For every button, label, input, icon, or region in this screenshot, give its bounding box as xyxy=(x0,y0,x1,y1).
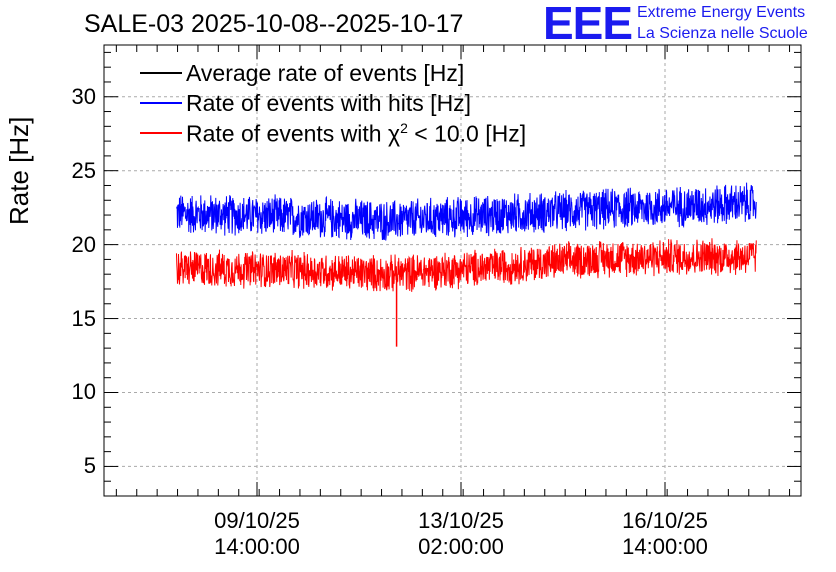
chart-title: SALE-03 2025-10-08--2025-10-17 xyxy=(84,10,464,38)
series-line-hits xyxy=(176,182,757,241)
legend-swatch-chi2 xyxy=(140,132,182,134)
legend-swatch-average xyxy=(140,72,182,74)
eee-logo: EEE xyxy=(543,0,633,49)
org-name-line2: La Scienza nelle Scuole xyxy=(637,25,808,42)
x-tick-label: 09/10/25 14:00:00 xyxy=(187,508,327,560)
y-tick-label: 10 xyxy=(71,379,96,405)
x-tick-date: 16/10/25 xyxy=(622,508,708,533)
legend-label-chi2: Rate of events with χ2 < 10.0 [Hz] xyxy=(186,120,526,148)
series-layer xyxy=(175,182,757,347)
legend-chi-symbol: χ xyxy=(388,120,401,147)
grid-lines xyxy=(104,45,801,496)
x-tick-time: 14:00:00 xyxy=(622,534,708,559)
x-tick-time: 02:00:00 xyxy=(418,534,504,559)
y-tick-label: 15 xyxy=(71,305,96,331)
x-tick-label: 13/10/25 02:00:00 xyxy=(391,508,531,560)
legend-label-average: Average rate of events [Hz] xyxy=(186,60,465,86)
legend-chi2-suffix: < 10.0 [Hz] xyxy=(407,120,527,147)
legend-label-hits: Rate of events with hits [Hz] xyxy=(186,90,472,116)
x-tick-label: 16/10/25 14:00:00 xyxy=(595,508,735,560)
y-tick-label: 30 xyxy=(71,83,96,109)
x-tick-time: 14:00:00 xyxy=(214,534,300,559)
plot-frame xyxy=(103,44,802,497)
y-axis-label-box: Rate [Hz] xyxy=(2,117,34,225)
legend-chi-exponent: 2 xyxy=(400,120,408,136)
y-tick-label: 25 xyxy=(71,157,96,183)
axis-ticks xyxy=(104,45,801,497)
y-axis-label: Rate [Hz] xyxy=(4,116,34,225)
x-tick-date: 09/10/25 xyxy=(214,508,300,533)
y-tick-label: 20 xyxy=(71,231,96,257)
y-tick-label: 5 xyxy=(83,453,96,479)
series-line-chi2 xyxy=(175,238,757,292)
legend-swatch-hits xyxy=(140,102,182,104)
x-tick-date: 13/10/25 xyxy=(418,508,504,533)
org-name-line1: Extreme Energy Events xyxy=(637,4,806,21)
legend-chi2-prefix: Rate of events with xyxy=(186,120,388,147)
